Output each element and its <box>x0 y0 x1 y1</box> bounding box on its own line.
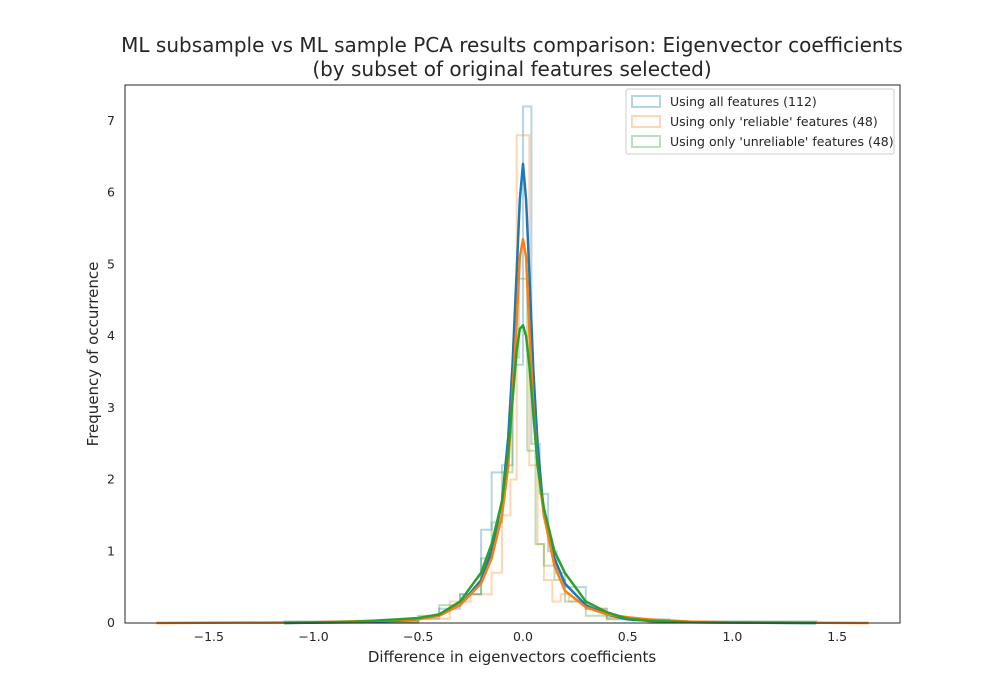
plot-area <box>156 105 869 625</box>
x-axis-label: Difference in eigenvectors coefficients <box>368 648 657 666</box>
legend-swatch-all <box>631 95 661 108</box>
axis-ticks: −1.5 −1.0 −0.5 0.0 0.5 1.0 1.5 0 1 2 3 4 5 6 7 <box>107 113 847 644</box>
y-tick-label: 4 <box>107 328 115 343</box>
legend-swatch-reliable <box>631 115 661 128</box>
y-tick-label: 0 <box>107 615 115 630</box>
y-tick-label: 5 <box>107 256 115 271</box>
legend-label-all: Using all features (112) <box>670 94 817 109</box>
x-tick-label: 1.0 <box>722 629 742 644</box>
plot-frame <box>124 84 901 624</box>
y-tick-label: 3 <box>107 400 115 415</box>
kde-line-all <box>284 162 817 625</box>
y-tick-label: 2 <box>107 472 115 487</box>
x-tick-label: −1.0 <box>298 629 328 644</box>
legend-label-unreliable: Using only 'unreliable' features (48) <box>670 134 894 149</box>
x-tick-label: 0.5 <box>618 629 638 644</box>
y-axis-label: Frequency of occurrence <box>84 262 102 447</box>
legend-label-reliable: Using only 'reliable' features (48) <box>670 114 878 129</box>
y-tick-label: 1 <box>107 543 115 558</box>
x-tick-label: 0.0 <box>513 629 533 644</box>
y-tick-label: 7 <box>107 113 115 128</box>
x-tick-label: −0.5 <box>403 629 433 644</box>
chart-subtitle: (by subset of original features selected… <box>312 57 711 81</box>
legend: Using all features (112) Using only 'rel… <box>625 88 895 155</box>
kde-line-unreliable <box>284 324 817 625</box>
x-tick-label: −1.5 <box>194 629 224 644</box>
histogram-unreliable <box>283 277 818 623</box>
legend-swatch-unreliable <box>631 135 661 148</box>
y-tick-label: 6 <box>107 185 115 200</box>
legend-box <box>625 88 895 155</box>
x-tick-label: 1.5 <box>827 629 847 644</box>
chart-title: ML subsample vs ML sample PCA results co… <box>121 33 903 57</box>
